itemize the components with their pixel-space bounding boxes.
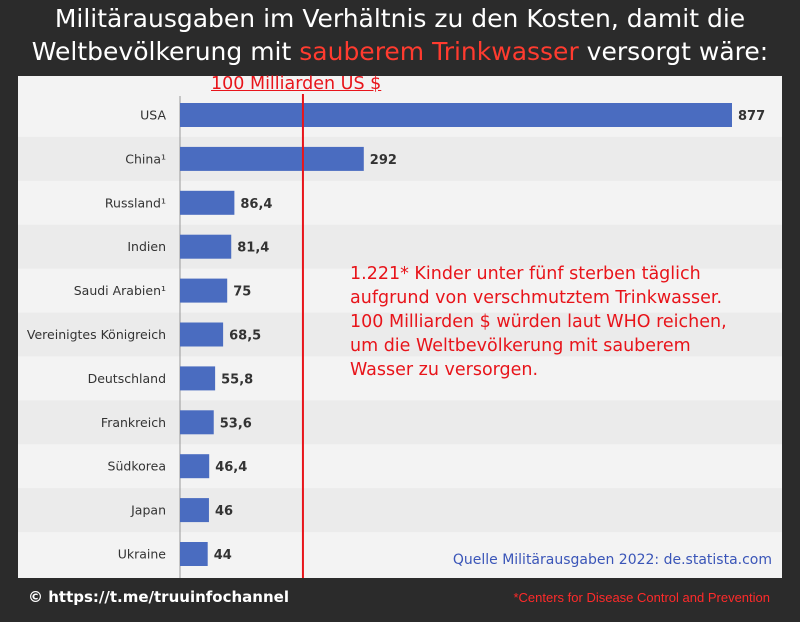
value-label: 86,4 xyxy=(240,197,272,212)
category-label: China¹ xyxy=(125,151,166,166)
value-label: 292 xyxy=(370,153,397,168)
footnote: *Centers for Disease Control and Prevent… xyxy=(513,590,770,605)
row-stripe xyxy=(18,136,782,181)
bar-7 xyxy=(180,410,214,435)
row-stripe xyxy=(18,488,782,533)
bar-1 xyxy=(180,146,364,171)
value-label: 81,4 xyxy=(237,241,269,256)
category-label: Südkorea xyxy=(108,459,166,474)
bar-9 xyxy=(180,498,209,523)
category-label: Frankreich xyxy=(101,415,166,430)
bar-5 xyxy=(180,322,224,347)
annotation-line-5: Wasser zu versorgen. xyxy=(350,360,539,380)
bar-8 xyxy=(180,454,210,479)
category-label: Deutschland xyxy=(88,371,166,386)
title-line-1: Militärausgaben im Verhältnis zu den Kos… xyxy=(54,4,746,33)
annotation-text: 1.221* Kinder unter fünf sterben täglich… xyxy=(350,262,790,382)
row-stripe xyxy=(18,224,782,269)
annotation-line-1: 1.221* Kinder unter fünf sterben täglich xyxy=(350,264,701,284)
value-label: 877 xyxy=(738,109,765,124)
value-label: 53,6 xyxy=(220,416,252,431)
bar-0 xyxy=(180,103,732,127)
value-label: 46 xyxy=(215,504,233,519)
title-line-2-end: versorgt wäre: xyxy=(578,37,769,66)
category-label: Russland¹ xyxy=(105,195,166,210)
bar-4 xyxy=(180,278,228,303)
value-label: 75 xyxy=(233,285,251,300)
reference-line-label: 100 Milliarden US $ xyxy=(211,74,382,94)
value-label: 68,5 xyxy=(229,329,261,344)
bar-2 xyxy=(180,190,235,215)
title-line-2: Weltbevölkerung mit sauberem Trinkwasser… xyxy=(0,35,800,69)
value-label: 46,4 xyxy=(215,460,247,475)
title-line-2-start: Weltbevölkerung mit xyxy=(31,37,300,66)
category-label: Saudi Arabien¹ xyxy=(74,283,166,298)
category-label: Japan xyxy=(130,503,166,518)
category-label: USA xyxy=(140,108,166,123)
annotation-line-4: um die Weltbevölkerung mit sauberem xyxy=(350,336,691,356)
annotation-line-2: aufgrund von verschmutztem Trinkwasser. xyxy=(350,288,723,308)
value-label: 55,8 xyxy=(221,372,253,387)
category-label: Vereinigtes Königreich xyxy=(27,327,166,342)
title-highlight: sauberem Trinkwasser xyxy=(299,37,579,66)
category-label: Indien xyxy=(127,239,166,254)
annotation-line-3: 100 Milliarden $ würden laut WHO reichen… xyxy=(350,312,727,332)
value-label: 44 xyxy=(214,548,232,563)
source-note: Quelle Militärausgaben 2022: de.statista… xyxy=(452,552,772,568)
row-stripe xyxy=(18,312,782,357)
category-label: Ukraine xyxy=(118,547,167,562)
channel-link[interactable]: © https://t.me/truuinfochannel xyxy=(28,588,289,606)
bar-10 xyxy=(180,542,208,566)
row-stripe xyxy=(18,400,782,445)
bar-3 xyxy=(180,234,232,259)
bar-6 xyxy=(180,366,216,391)
